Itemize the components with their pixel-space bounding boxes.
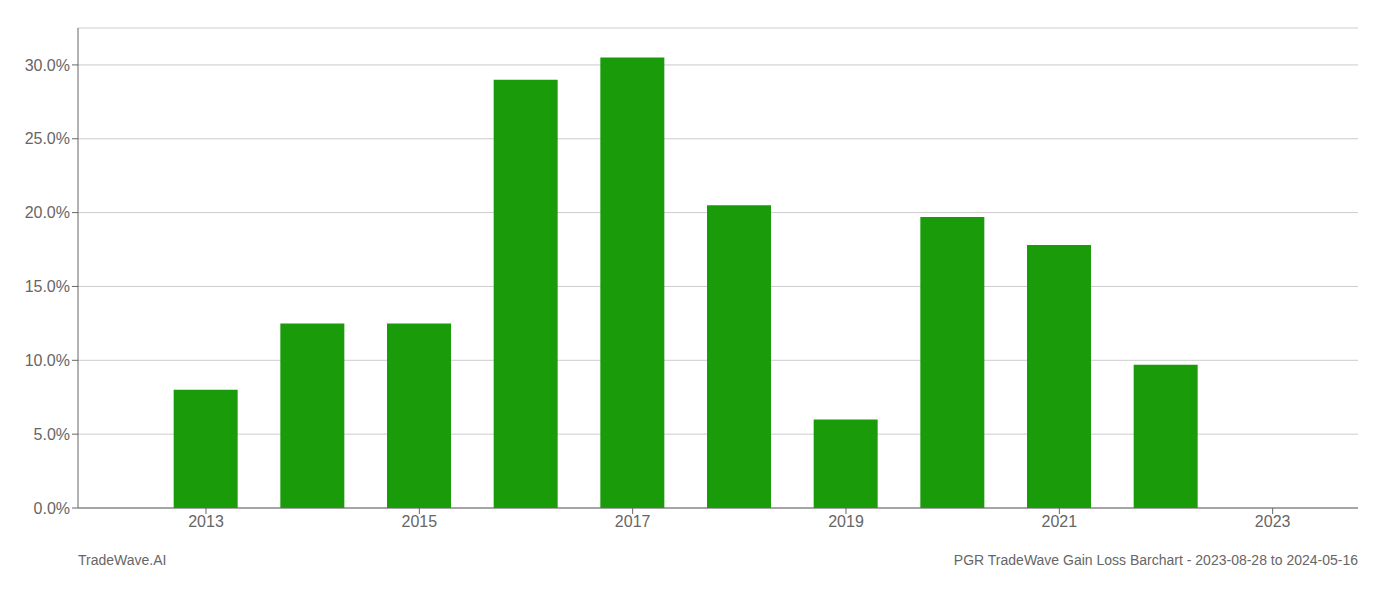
svg-text:2015: 2015 xyxy=(402,513,438,530)
html-text:TradeWave.AI: TradeWave.AI xyxy=(78,552,167,568)
svg-text:10.0%: 10.0% xyxy=(25,352,70,369)
svg-text:5.0%: 5.0% xyxy=(34,426,70,443)
svg-text:2017: 2017 xyxy=(615,513,651,530)
svg-text:2021: 2021 xyxy=(1042,513,1078,530)
svg-text:25.0%: 25.0% xyxy=(25,130,70,147)
svg-text:20.0%: 20.0% xyxy=(25,204,70,221)
html-text:PGR TradeWave Gain Loss Barcha: PGR TradeWave Gain Loss Barchart - 2023-… xyxy=(953,552,1358,568)
svg-text:2019: 2019 xyxy=(828,513,864,530)
svg-text:2013: 2013 xyxy=(188,513,224,530)
svg-text:15.0%: 15.0% xyxy=(25,278,70,295)
svg-text:30.0%: 30.0% xyxy=(25,57,70,74)
svg-text:0.0%: 0.0% xyxy=(34,500,70,517)
svg-text:2023: 2023 xyxy=(1255,513,1291,530)
